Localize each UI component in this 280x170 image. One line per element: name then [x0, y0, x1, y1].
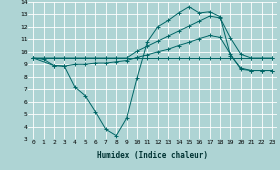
X-axis label: Humidex (Indice chaleur): Humidex (Indice chaleur) [97, 151, 208, 160]
